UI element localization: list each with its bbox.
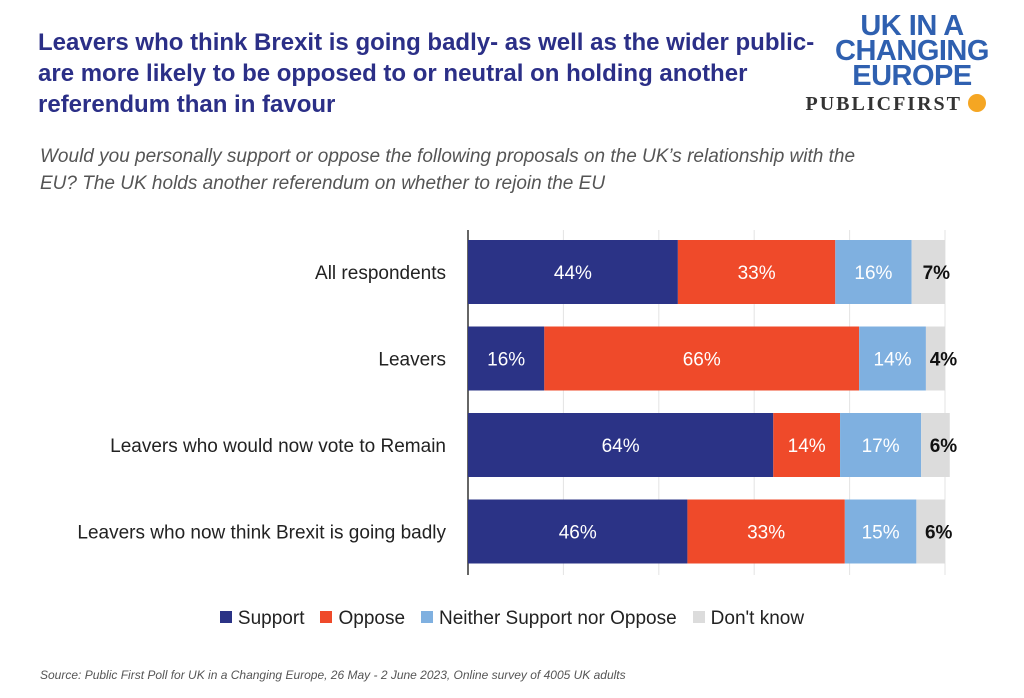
data-label: 6% [925, 523, 953, 544]
data-label: 17% [862, 436, 900, 457]
bar-oppose [544, 326, 860, 391]
category-label: All respondents [315, 263, 446, 284]
category-label: Leavers who would now vote to Remain [110, 436, 446, 457]
bar-neither-support-nor-oppose [844, 499, 917, 564]
bar-neither-support-nor-oppose [840, 413, 922, 477]
legend-label: Neither Support nor Oppose [439, 608, 677, 629]
speech-bubble-icon [968, 94, 986, 113]
chart-subtitle: Would you personally support or oppose t… [40, 146, 856, 194]
logo-line-3: EUROPE [852, 60, 972, 92]
category-label: Leavers [378, 350, 446, 371]
bar-don-t-know [925, 326, 945, 391]
logo-line-1: UK IN A [860, 10, 964, 42]
legend-swatch [219, 610, 232, 623]
data-label: 16% [487, 350, 525, 371]
bar-support [468, 326, 545, 391]
data-label: 16% [854, 263, 892, 284]
legend-item: Support [219, 608, 305, 630]
data-label: 15% [862, 523, 900, 544]
legend-label: Oppose [338, 608, 406, 629]
legend-item: Neither Support nor Oppose [421, 608, 677, 630]
bar-oppose [677, 240, 836, 304]
source-note: Source: Public First Poll for UK in a Ch… [40, 668, 626, 682]
data-label: 66% [683, 350, 721, 371]
bar-support [468, 413, 774, 477]
data-label: 7% [923, 263, 951, 284]
bar-oppose [687, 499, 845, 564]
data-label: 44% [554, 263, 592, 284]
data-label: 64% [602, 436, 640, 457]
stacked-bar-chart: All respondents 44% 33% 16% 7% Leavers 16% 66% 1… [77, 230, 958, 575]
legend-label: Don't know [710, 608, 805, 629]
public-first-logo: PUBLICFIRST [806, 93, 986, 116]
legend-label: Support [237, 608, 305, 629]
legend-item: Don't know [692, 608, 805, 630]
bar-neither-support-nor-oppose [859, 326, 926, 391]
bar-neither-support-nor-oppose [835, 240, 912, 304]
bar-don-t-know [911, 240, 945, 304]
data-label: 14% [788, 436, 826, 457]
data-label: 33% [747, 523, 785, 544]
legend-swatch [320, 610, 333, 623]
bar-support [468, 499, 688, 564]
logo-line-2: CHANGING [835, 35, 989, 67]
bar-don-t-know [916, 499, 945, 564]
legend-item: Oppose [320, 608, 405, 630]
chart-title: Leavers who think Brexit is going badly-… [38, 29, 815, 118]
bar-oppose [773, 413, 841, 477]
bar-don-t-know [921, 413, 950, 477]
public-first-text: PUBLICFIRST [805, 93, 962, 115]
data-label: 4% [930, 350, 958, 371]
bar-support [468, 240, 678, 304]
legend-swatch [421, 610, 434, 623]
data-label: 46% [559, 523, 597, 544]
chart-legend: Support Oppose Neither Support nor Oppose D… [0, 608, 1024, 630]
legend-swatch [692, 610, 705, 623]
data-label: 14% [874, 350, 912, 371]
category-label: Leavers who now think Brexit is going ba… [77, 523, 446, 544]
data-label: 33% [738, 263, 776, 284]
ukice-logo: UK IN A CHANGING EUROPE [822, 10, 1002, 92]
data-label: 6% [930, 436, 958, 457]
